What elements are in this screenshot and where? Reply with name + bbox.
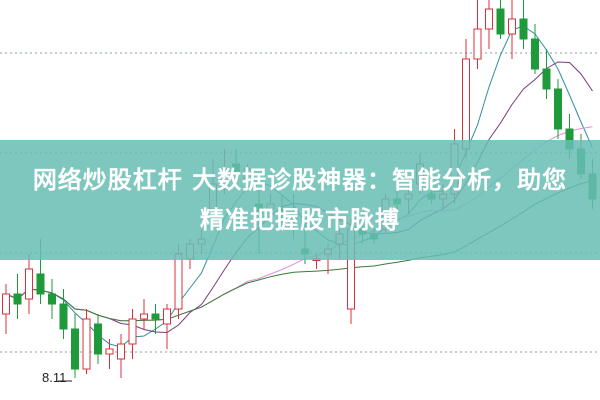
candle-up xyxy=(2,293,10,315)
candle-up xyxy=(140,313,148,320)
candle-down xyxy=(519,18,528,40)
candle-down xyxy=(48,293,56,305)
candle-down xyxy=(151,313,160,320)
candle-down xyxy=(94,323,102,355)
candle-down xyxy=(71,328,79,370)
candle-up xyxy=(82,318,91,370)
candle-down xyxy=(36,273,45,295)
candle-up xyxy=(462,58,470,150)
candle-up xyxy=(117,343,125,360)
candle-down xyxy=(542,68,551,90)
candle-up xyxy=(128,318,137,345)
candle-down xyxy=(554,88,562,130)
candle-up xyxy=(174,253,183,310)
low-price-label: 8.11 xyxy=(42,370,67,385)
candle-down xyxy=(531,38,539,70)
candle-up xyxy=(485,8,493,30)
candle-up xyxy=(105,348,114,355)
title-banner: 网络炒股杠杆 大数据诊股神器：智能分析，助您 精准把握股市脉搏 xyxy=(0,140,600,260)
candle-down xyxy=(496,8,505,35)
title-line-1: 网络炒股杠杆 大数据诊股神器：智能分析，助您 xyxy=(32,166,568,194)
title-line-2: 精准把握股市脉搏 xyxy=(200,206,400,234)
candle-down xyxy=(59,303,68,330)
candle-up xyxy=(163,308,171,325)
candle-up xyxy=(25,268,33,300)
candle-up xyxy=(473,28,482,60)
candle-down xyxy=(13,293,22,305)
candle-up xyxy=(508,18,516,35)
